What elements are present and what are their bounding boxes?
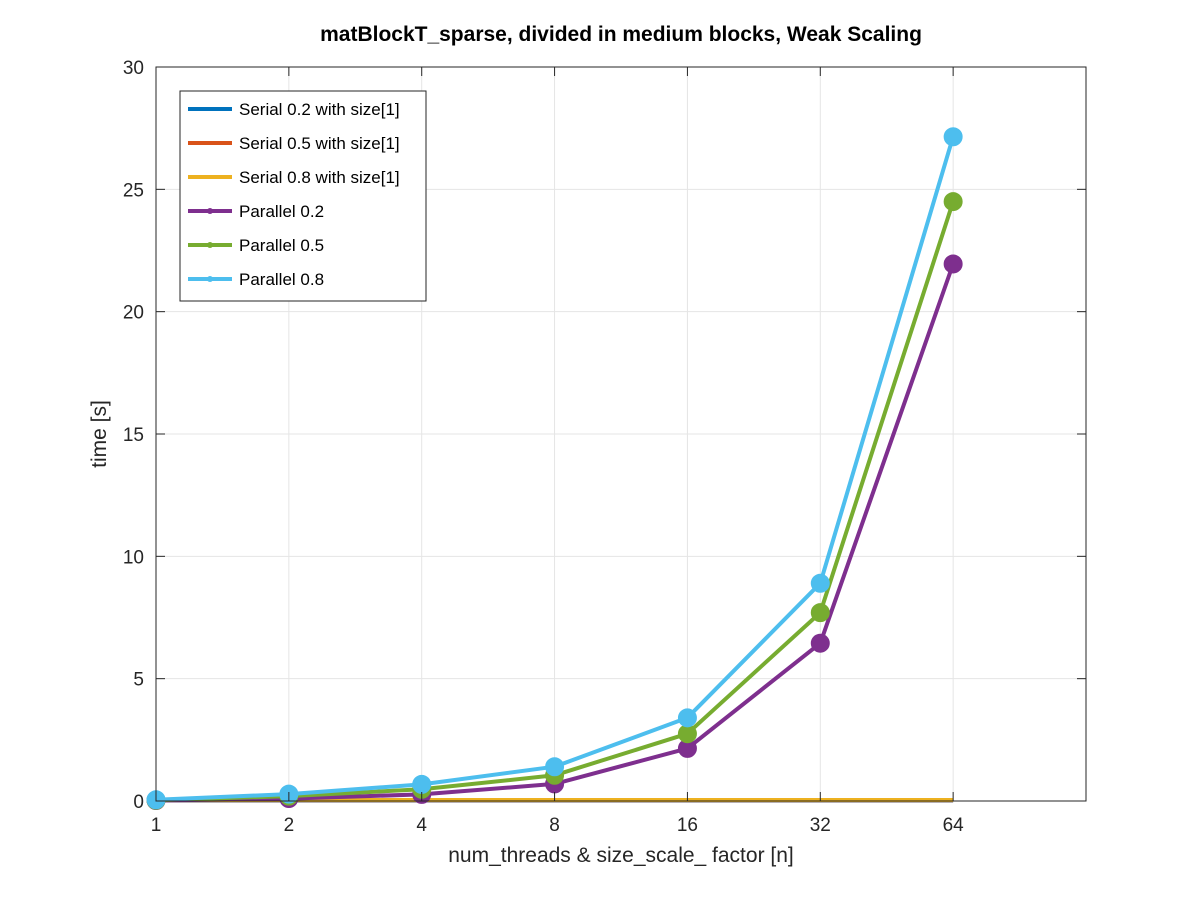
legend-label: Serial 0.8 with size[1]: [239, 168, 400, 187]
y-tick-label: 5: [133, 670, 144, 691]
legend-label: Parallel 0.5: [239, 236, 324, 255]
legend-label: Parallel 0.8: [239, 270, 324, 289]
x-tick-label: 32: [810, 815, 831, 836]
axes: [155, 66, 1087, 802]
y-tick-label: 15: [123, 425, 144, 446]
legend-entry: Serial 0.5 with size[1]: [188, 134, 400, 153]
legend-box: [179, 90, 427, 302]
x-tick-label: 8: [549, 815, 560, 836]
x-tick-label: 1: [151, 815, 162, 836]
data-point: [810, 633, 830, 653]
legend-entry: Serial 0.8 with size[1]: [188, 168, 400, 187]
legend-entry: Serial 0.2 with size[1]: [188, 100, 400, 119]
data-point: [677, 724, 697, 744]
legend: Serial 0.2 with size[1] Serial 0.5 with s…: [179, 90, 427, 302]
legend-label: Serial 0.2 with size[1]: [239, 100, 400, 119]
y-axis-label: time [s]: [88, 400, 111, 468]
x-axis-label: num_threads & size_scale_ factor [n]: [448, 844, 794, 867]
legend-label: Parallel 0.2: [239, 202, 324, 221]
x-tick-label: 64: [943, 815, 965, 836]
legend-entry: Parallel 0.5: [188, 236, 324, 255]
y-tick-label: 0: [133, 792, 144, 813]
x-tick-label: 16: [677, 815, 698, 836]
legend-marker: [207, 276, 213, 282]
legend-entry: Parallel 0.8: [188, 270, 324, 289]
data-point: [943, 192, 963, 212]
legend-marker: [207, 242, 213, 248]
data-point: [677, 708, 697, 728]
y-tick-label: 30: [123, 58, 144, 79]
legend-marker: [207, 208, 213, 214]
y-tick-label: 20: [123, 303, 144, 324]
data-point: [810, 573, 830, 593]
data-point: [810, 603, 830, 623]
y-tick-label: 10: [123, 547, 144, 568]
x-tick-label: 4: [416, 815, 427, 836]
data-point: [943, 254, 963, 274]
data-point: [412, 774, 432, 794]
x-tick-label: 2: [284, 815, 295, 836]
tick-labels: 1 2 4 8 16 32 64 0 5 10 15 20 25 30: [123, 58, 964, 836]
y-tick-label: 25: [123, 180, 144, 201]
data-point: [943, 127, 963, 147]
legend-entry: Parallel 0.2: [188, 202, 324, 221]
data-point: [545, 757, 565, 777]
chart-title: matBlockT_sparse, divided in medium bloc…: [320, 23, 922, 46]
legend-label: Serial 0.5 with size[1]: [239, 134, 400, 153]
